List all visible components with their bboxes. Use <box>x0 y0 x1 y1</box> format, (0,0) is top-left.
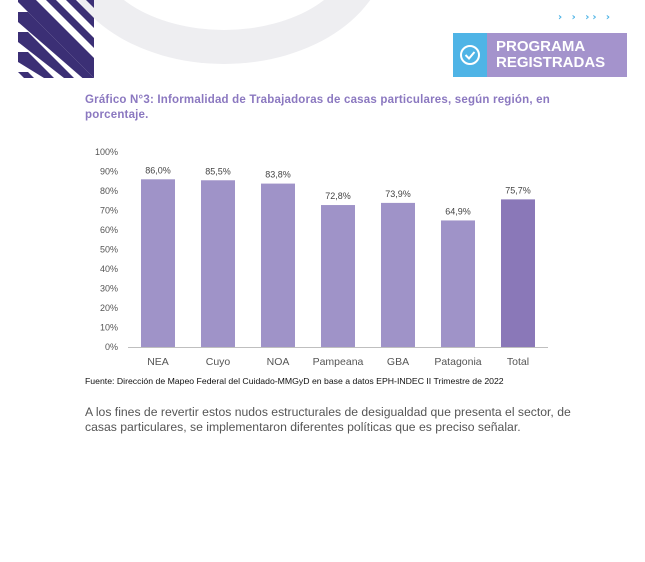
y-tick-label: 30% <box>100 284 118 294</box>
x-tick-label: NOA <box>267 356 290 368</box>
badge-line-2: REGISTRADAS <box>496 54 606 71</box>
arrows-decoration: › › ›› › <box>558 12 614 23</box>
x-tick-label: Cuyo <box>206 356 231 368</box>
badge-line-1: PROGRAMA <box>496 38 586 55</box>
bar-pampeana <box>321 205 355 347</box>
y-tick-label: 0% <box>105 342 118 352</box>
y-axis-labels: 0% 10% 20% 30% 40% 50% 60% 70% 80% 90% 100% <box>95 147 118 352</box>
bar-gba <box>381 202 415 347</box>
y-tick-label: 100% <box>95 147 118 157</box>
bar-patagonia <box>441 220 475 347</box>
y-tick-label: 60% <box>100 225 118 235</box>
y-tick-label: 80% <box>100 186 118 196</box>
x-tick-label: NEA <box>147 356 169 368</box>
y-tick-label: 70% <box>100 206 118 216</box>
x-axis-labels: NEA Cuyo NOA Pampeana GBA Patagonia Total <box>147 356 529 368</box>
striped-logo-decoration <box>18 0 94 78</box>
y-tick-label: 50% <box>100 245 118 255</box>
bar-noa <box>261 183 295 347</box>
check-circle-icon <box>453 33 487 77</box>
x-tick-label: Total <box>507 356 529 368</box>
y-tick-label: 10% <box>100 323 118 333</box>
bar-cuyo <box>201 180 235 347</box>
value-label: 64,9% <box>445 206 471 216</box>
value-label: 75,7% <box>505 185 531 195</box>
x-tick-label: Patagonia <box>434 356 481 368</box>
x-tick-label: Pampeana <box>313 356 364 368</box>
value-label: 86,0% <box>145 165 171 175</box>
y-tick-label: 20% <box>100 303 118 313</box>
value-label: 72,8% <box>325 191 351 201</box>
programa-registradas-badge: PROGRAMA REGISTRADAS <box>453 33 627 77</box>
source-note: Fuente: Dirección de Mapeo Federal del C… <box>85 376 504 386</box>
value-label: 73,9% <box>385 189 411 199</box>
value-label: 85,5% <box>205 166 231 176</box>
value-labels: 86,0% 85,5% 83,8% 72,8% 73,9% 64,9% 75,7% <box>145 165 531 216</box>
x-tick-label: GBA <box>387 356 409 368</box>
bar-nea <box>141 179 175 347</box>
y-tick-label: 40% <box>100 264 118 274</box>
value-label: 83,8% <box>265 170 291 180</box>
chart-title: Gráfico N°3: Informalidad de Trabajadora… <box>85 94 550 121</box>
y-tick-label: 90% <box>100 167 118 177</box>
body-paragraph: A los fines de revertir estos nudos estr… <box>85 405 571 434</box>
bars <box>141 179 535 347</box>
bar-total <box>501 199 535 347</box>
